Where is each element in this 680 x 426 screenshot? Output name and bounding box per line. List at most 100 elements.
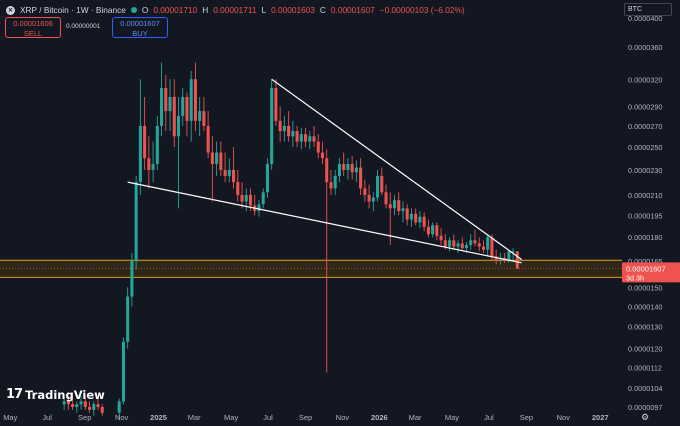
candle-body <box>79 401 83 405</box>
price-tick-label: 0.0000140 <box>628 302 663 311</box>
candle-body <box>164 87 168 112</box>
candle-body <box>270 87 274 165</box>
last-price-value: 0.00001607 <box>626 264 666 273</box>
candle <box>435 222 439 241</box>
spread-value: 0.00000001 <box>66 23 101 30</box>
candle <box>62 398 66 410</box>
candle-body <box>469 240 473 245</box>
high-label: H <box>202 5 209 15</box>
last-price-badge <box>622 262 680 283</box>
candle <box>160 62 164 137</box>
candle <box>79 395 83 410</box>
time-tick-label: Sep <box>78 413 91 422</box>
settings-gear-icon[interactable]: ⚙ <box>641 412 650 422</box>
candle-body <box>232 169 236 183</box>
candle-body <box>392 200 397 209</box>
time-tick-label: May <box>3 413 17 422</box>
candle-body <box>329 182 333 189</box>
candle-body <box>223 169 227 176</box>
price-tick-label: 0.0000230 <box>628 166 663 175</box>
candle <box>477 237 481 252</box>
candle-body <box>418 216 422 223</box>
candle-body <box>337 164 341 176</box>
candle <box>278 106 282 142</box>
candle <box>227 158 231 183</box>
candle <box>66 395 70 410</box>
candle-body <box>66 401 70 405</box>
candle-body <box>138 125 142 183</box>
time-tick-label: Nov <box>557 413 571 422</box>
low-label: L <box>261 5 267 15</box>
candle-body <box>346 164 350 170</box>
candle-body <box>363 188 367 195</box>
candle <box>236 169 240 202</box>
candle-body <box>193 79 197 121</box>
candle <box>261 188 265 209</box>
candle-body <box>367 194 371 202</box>
candle-body <box>371 197 375 202</box>
candle <box>265 158 269 198</box>
time-tick-label: 2025 <box>150 413 167 422</box>
time-tick-label: Jul <box>484 413 494 422</box>
candle-body <box>236 182 240 195</box>
price-tick-label: 0.0000320 <box>628 75 663 84</box>
price-tick-label: 0.0000130 <box>628 323 663 332</box>
change-value: −0.00000103 (−6.02%) <box>379 5 465 15</box>
candle-body <box>316 141 320 153</box>
candle-body <box>384 192 388 205</box>
candle-body <box>160 87 164 126</box>
candle-body <box>168 96 172 112</box>
candle-body <box>100 407 104 413</box>
candle-body <box>291 131 295 137</box>
candle <box>134 175 138 270</box>
price-tick-label: 0.0000250 <box>628 143 663 152</box>
xrp-coin-icon: ✕ <box>6 5 15 15</box>
sell-price: 0.00001606 <box>13 19 53 28</box>
candle <box>83 395 87 410</box>
price-tick-label: 0.0000097 <box>628 403 663 412</box>
symbol-header: ✕ XRP / Bitcoin · 1W · Binance O 0.000017… <box>6 3 465 17</box>
buy-button[interactable]: 0.00001607 BUY <box>112 17 168 38</box>
candle-body <box>439 235 443 241</box>
candle-body <box>426 226 430 235</box>
candle <box>274 79 278 126</box>
price-tick-label: 0.0000360 <box>628 43 663 52</box>
candle <box>126 287 130 349</box>
candle-body <box>299 134 303 142</box>
candle-body <box>486 237 490 250</box>
candle-body <box>350 164 354 173</box>
sell-button[interactable]: 0.00001606 SELL <box>5 17 61 38</box>
time-tick-label: Sep <box>520 413 533 422</box>
candle-body <box>325 158 329 183</box>
tradingview-logo-icon: 17 <box>6 387 23 402</box>
time-tick-label: Mar <box>188 413 201 422</box>
candle <box>431 222 435 238</box>
candle <box>346 158 350 180</box>
time-tick-label: May <box>445 413 459 422</box>
candle <box>397 192 401 216</box>
candle-body <box>376 175 380 198</box>
candle-body <box>333 175 337 189</box>
price-tick-label: 0.0000112 <box>628 364 662 373</box>
candle-body <box>147 158 151 170</box>
currency-select[interactable]: BTC <box>624 3 672 16</box>
candle <box>147 136 151 189</box>
candle <box>316 134 320 159</box>
trendline-lower <box>127 181 522 264</box>
candle <box>198 96 202 137</box>
candle <box>117 398 121 419</box>
candle <box>164 75 168 132</box>
time-tick-label: 2027 <box>592 413 609 422</box>
symbol-title[interactable]: XRP / Bitcoin · 1W · Binance <box>20 5 126 15</box>
tradingview-logo[interactable]: 17 TradingView <box>6 387 105 402</box>
candle <box>350 155 354 180</box>
candle-body <box>431 225 435 235</box>
candle-body <box>388 204 392 209</box>
candle-body <box>473 240 477 244</box>
candle <box>515 251 519 270</box>
candle-body <box>282 125 286 132</box>
candle-body <box>189 79 193 121</box>
bar-countdown: 3d 3h <box>626 273 644 282</box>
